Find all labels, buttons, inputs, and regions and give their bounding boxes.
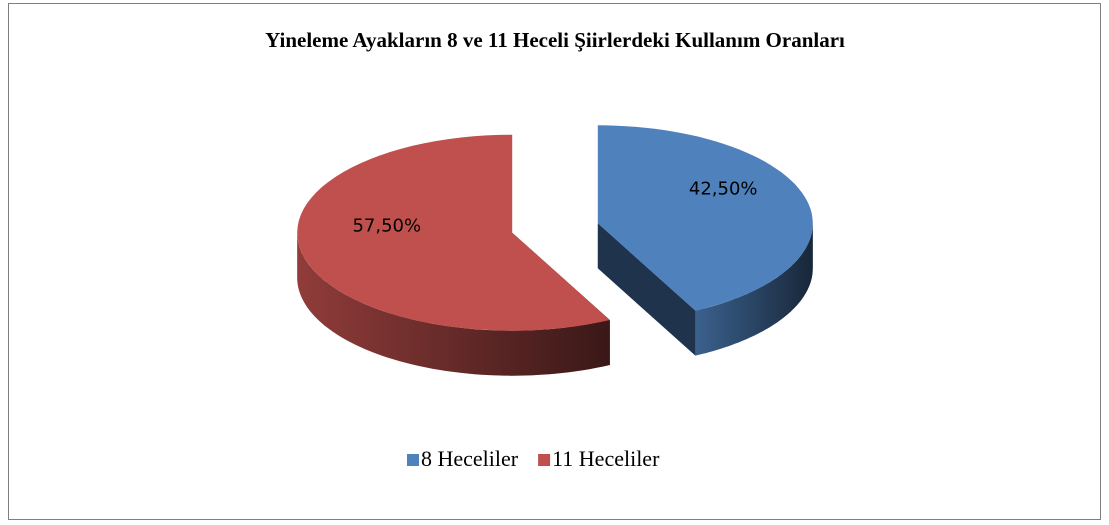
legend-swatch [538, 454, 551, 466]
legend-swatch [407, 454, 419, 466]
legend-label: 8 Heceliler [421, 446, 519, 471]
pie-slice [297, 134, 610, 331]
slice-shade [695, 223, 813, 356]
slice-shade [297, 232, 610, 376]
slice-shade [597, 223, 696, 356]
pie-slice [597, 125, 813, 311]
data-label: 57,50% [352, 215, 421, 236]
chart-border [8, 3, 1101, 520]
chart-title: Yineleme Ayakların 8 ve 11 Heceli Şiirle… [265, 28, 845, 52]
data-label: 42,50% [689, 179, 758, 200]
legend-label: 11 Heceliler [552, 446, 660, 471]
